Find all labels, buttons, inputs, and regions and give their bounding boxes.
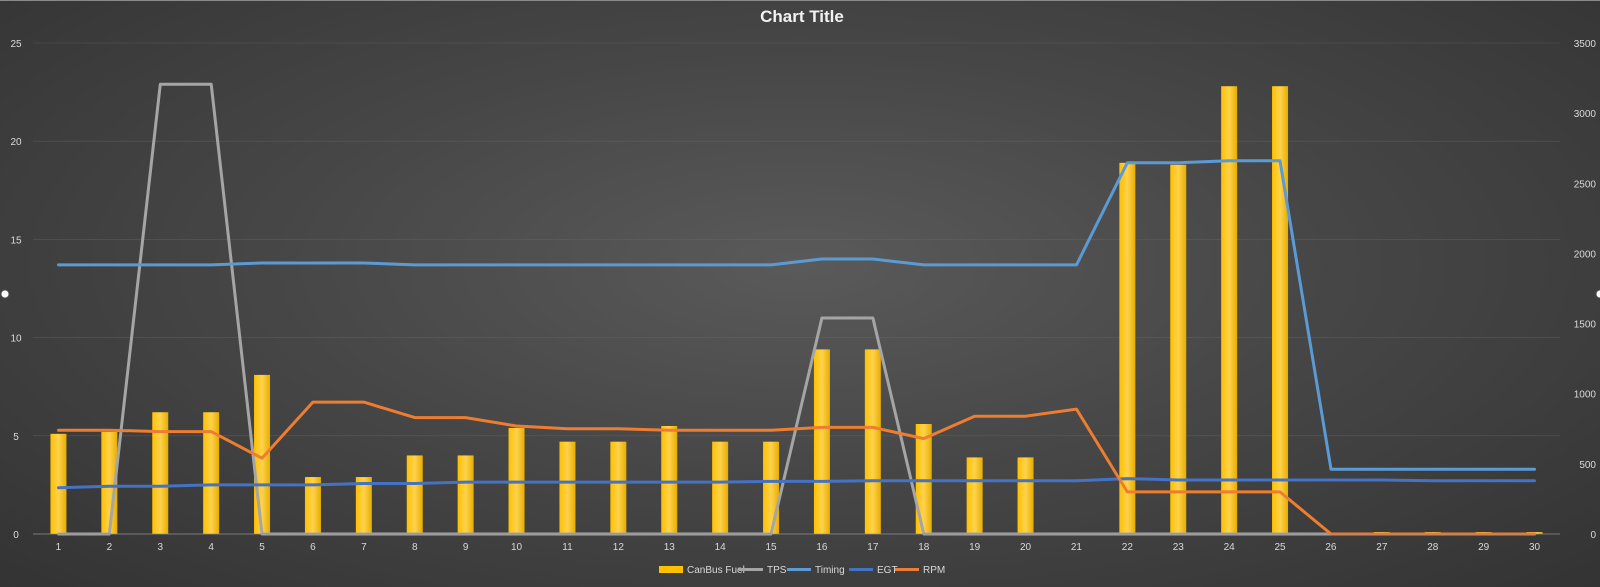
x-tick-label: 27 [1376,542,1388,553]
legend: CanBus Fuel TPS Timing EGT RPM [659,565,945,576]
line-timing [57,159,1536,471]
x-tick-label: 18 [918,542,930,553]
x-tick-label: 30 [1529,542,1541,553]
legend-swatch-canbus-fuel [659,566,683,573]
bar-canbus-fuel [610,441,627,534]
left-tick-label: 15 [10,235,22,246]
resize-handle-left[interactable] [0,289,10,299]
right-tick-label: 2500 [1574,179,1597,190]
bar-canbus-fuel [203,412,220,534]
right-tick-label: 2000 [1574,249,1597,260]
x-tick-label: 20 [1020,542,1032,553]
bar-canbus-fuel [915,424,932,534]
right-tick-label: 0 [1590,530,1596,541]
bar-canbus-fuel [559,441,576,534]
bar-canbus-fuel [50,433,67,534]
legend-label-egt: EGT [877,565,898,576]
right-axis-ticks: 0 500 1000 1500 2000 2500 3000 3500 [1574,39,1597,541]
x-tick-label: 23 [1173,542,1185,553]
x-tick-label: 10 [511,542,523,553]
x-axis-ticks: 1 2 3 4 5 6 7 8 9 10 11 12 13 14 15 16 17 18 19 20 21 22 23 24 2… [33,533,1560,553]
x-tick-label: 2 [107,542,113,553]
bar-canbus-fuel [1119,162,1136,534]
x-tick-label: 29 [1478,542,1490,553]
bar-canbus-fuel [1170,164,1187,534]
x-tick-label: 12 [613,542,625,553]
left-axis-ticks: 0 5 10 15 20 25 [10,39,22,541]
resize-handle-right[interactable] [1595,289,1600,299]
legend-label-timing: Timing [815,565,845,576]
x-tick-label: 14 [715,542,727,553]
x-tick-label: 7 [361,542,367,553]
bar-canbus-fuel [661,425,678,534]
legend-label-canbus-fuel: CanBus Fuel [687,565,745,576]
bar-canbus-fuel [712,441,729,534]
legend-label-rpm: RPM [923,565,945,576]
x-tick-label: 16 [816,542,828,553]
line-rpm [57,400,1536,536]
right-tick-label: 500 [1579,460,1596,471]
right-tick-label: 1000 [1574,390,1597,401]
bar-canbus-fuel [1221,86,1238,534]
bar-canbus-fuel [304,477,321,534]
bar-canbus-fuel [763,441,780,534]
bar-canbus-fuel [457,455,474,534]
bar-canbus-fuel [966,457,983,534]
x-tick-label: 28 [1427,542,1439,553]
bar-canbus-fuel [1017,457,1034,534]
left-tick-label: 5 [13,432,19,443]
right-tick-label: 3000 [1574,109,1597,120]
x-tick-label: 15 [765,542,777,553]
x-tick-label: 17 [867,542,879,553]
x-tick-label: 4 [208,542,214,553]
x-tick-label: 24 [1224,542,1236,553]
left-tick-label: 0 [13,530,19,541]
left-tick-label: 20 [10,137,22,148]
bar-canbus-fuel [1272,86,1289,534]
bar-canbus-fuel [152,412,169,534]
bar-canbus-fuel [864,349,881,534]
bar-canbus-fuel [355,477,372,534]
legend-label-tps: TPS [767,565,787,576]
bar-canbus-fuel [813,349,830,534]
left-tick-label: 10 [10,334,22,345]
x-tick-label: 3 [157,542,163,553]
x-tick-label: 5 [259,542,265,553]
x-tick-label: 13 [664,542,676,553]
x-tick-label: 25 [1274,542,1286,553]
bar-canbus-fuel [406,455,423,534]
line-series [57,82,1536,536]
x-tick-label: 6 [310,542,316,553]
x-tick-label: 26 [1325,542,1337,553]
x-tick-label: 1 [56,542,62,553]
x-tick-label: 21 [1071,542,1083,553]
line-tps [57,82,1536,536]
left-tick-label: 25 [10,39,22,50]
x-tick-label: 11 [562,542,573,553]
x-tick-label: 22 [1122,542,1134,553]
bar-series [50,86,1543,534]
x-tick-label: 19 [969,542,981,553]
chart-title: Chart Title [760,7,844,26]
x-tick-label: 9 [463,542,469,553]
right-tick-label: 3500 [1574,39,1597,50]
line-egt [57,477,1536,490]
right-tick-label: 1500 [1574,320,1597,331]
x-tick-label: 8 [412,542,418,553]
